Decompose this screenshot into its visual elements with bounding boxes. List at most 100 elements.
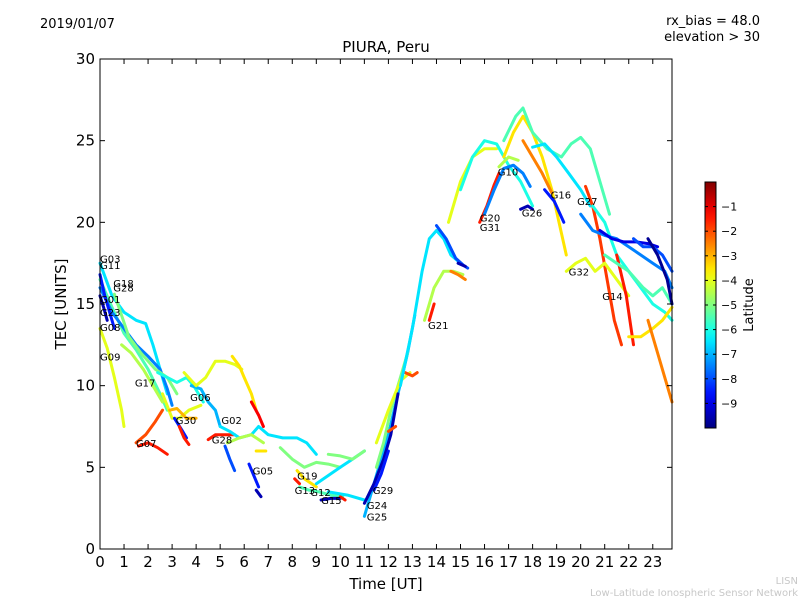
y-tick: 5 — [85, 458, 672, 476]
series-line-24 — [223, 444, 237, 473]
x-tick: 18 — [523, 59, 542, 571]
satellite-label-g25: G25 — [367, 512, 387, 523]
satellite-label-g06: G06 — [190, 393, 210, 404]
x-tick-label: 16 — [475, 553, 494, 571]
series-line-60 — [584, 184, 623, 347]
series-line-26 — [254, 488, 263, 499]
series-line-16 — [189, 384, 222, 428]
x-tick-label: 11 — [355, 553, 374, 571]
x-tick: 7 — [263, 59, 273, 571]
series-line-35 — [326, 490, 366, 502]
series-line-30 — [298, 485, 345, 499]
x-tick-label: 23 — [643, 553, 662, 571]
series-line-65 — [615, 253, 635, 347]
series-line-7 — [98, 294, 109, 322]
satellite-label-g05: G05 — [253, 467, 273, 478]
x-tick-label: 13 — [403, 553, 422, 571]
series-line-41 — [386, 425, 398, 433]
satellite-label-g09: G09 — [100, 352, 120, 363]
satellite-label-g28: G28 — [113, 284, 133, 295]
series-line-53 — [519, 204, 535, 211]
series-line-6 — [98, 273, 116, 330]
colorbar: −1 −2 −3 −4 −5 −6 −7 −8 −9 Latitude — [704, 181, 757, 429]
x-tick: 15 — [451, 59, 470, 571]
x-tick-label: 10 — [331, 553, 350, 571]
series-line-28 — [295, 469, 318, 489]
series-line-39 — [403, 371, 419, 378]
x-tick-label: 5 — [215, 553, 225, 571]
elevation-label: elevation > 30 — [664, 30, 760, 45]
colorbar-tick-label: −4 — [721, 274, 737, 287]
x-tick-label: 15 — [451, 553, 470, 571]
series-line-3 — [98, 261, 169, 396]
series-line-61 — [564, 256, 631, 298]
x-tick-label: 9 — [312, 553, 322, 571]
x-tick-label: 21 — [595, 553, 614, 571]
satellite-label-g27: G27 — [577, 197, 597, 208]
colorbar-tick-label: −3 — [721, 250, 737, 263]
satellite-label-g18: G18 — [113, 279, 133, 290]
series-line-1 — [98, 327, 126, 428]
x-tick: 6 — [239, 59, 249, 571]
credit-line-2: Low-Latitude Ionospheric Sensor Network — [590, 588, 798, 599]
x-tick: 21 — [595, 59, 614, 571]
series-line-59 — [543, 188, 566, 224]
series-line-52 — [483, 163, 532, 216]
satellite-label-g20: G20 — [480, 213, 500, 224]
x-tick-label: 0 — [95, 553, 105, 571]
satellite-label-g16: G16 — [551, 191, 571, 202]
series-line-22 — [225, 433, 265, 445]
x-tick: 8 — [287, 59, 297, 571]
series-line-45 — [449, 269, 467, 281]
series-line-58 — [497, 155, 520, 169]
satellite-label-g14: G14 — [602, 292, 622, 303]
series-layer — [98, 106, 674, 518]
x-tick: 20 — [571, 59, 590, 571]
y-tick-label: 20 — [76, 213, 95, 231]
series-line-2 — [98, 278, 169, 412]
x-tick-label: 3 — [167, 553, 177, 571]
series-line-66 — [603, 253, 674, 306]
y-tick-label: 15 — [76, 295, 95, 313]
x-tick-label: 2 — [143, 553, 153, 571]
colorbar-tick-label: −5 — [721, 299, 737, 312]
x-tick: 2 — [143, 59, 153, 571]
y-tick: 20 — [76, 213, 672, 231]
series-line-43 — [398, 229, 462, 388]
x-tick: 23 — [643, 59, 662, 571]
y-tick: 10 — [76, 377, 672, 395]
satellite-label-g12: G12 — [310, 488, 330, 499]
x-tick: 17 — [499, 59, 518, 571]
x-tick-label: 1 — [119, 553, 129, 571]
x-tick: 11 — [355, 59, 374, 571]
x-tick-label: 19 — [547, 553, 566, 571]
chart-title: PIURA, Peru — [342, 38, 430, 56]
series-line-15 — [177, 425, 191, 446]
colorbar-tick-label: −2 — [721, 225, 737, 238]
y-tick: 15 — [76, 295, 672, 313]
x-tick-label: 22 — [619, 553, 638, 571]
series-line-29 — [293, 477, 301, 486]
satellite-label-g03: G03 — [100, 254, 120, 265]
x-tick: 0 — [95, 59, 105, 571]
x-tick-label: 8 — [287, 553, 297, 571]
x-tick-label: 6 — [239, 553, 249, 571]
colorbar-tick-label: −9 — [721, 397, 737, 410]
x-tick-label: 17 — [499, 553, 518, 571]
series-line-5 — [112, 292, 179, 396]
x-tick: 5 — [215, 59, 225, 571]
satellite-label-g30: G30 — [176, 416, 196, 427]
series-line-40 — [362, 392, 400, 505]
x-tick-label: 7 — [263, 553, 273, 571]
plot-frame — [99, 58, 673, 550]
series-line-20 — [249, 400, 265, 428]
satellite-label-g19: G19 — [297, 472, 317, 483]
satellite-label-g11: G11 — [100, 261, 120, 272]
satellite-label-g17: G17 — [135, 378, 155, 389]
x-tick: 12 — [379, 59, 398, 571]
x-tick: 14 — [427, 59, 446, 571]
x-tick: 22 — [619, 59, 638, 571]
series-line-63 — [579, 212, 674, 290]
x-tick-label: 20 — [571, 553, 590, 571]
x-tick-label: 14 — [427, 553, 446, 571]
